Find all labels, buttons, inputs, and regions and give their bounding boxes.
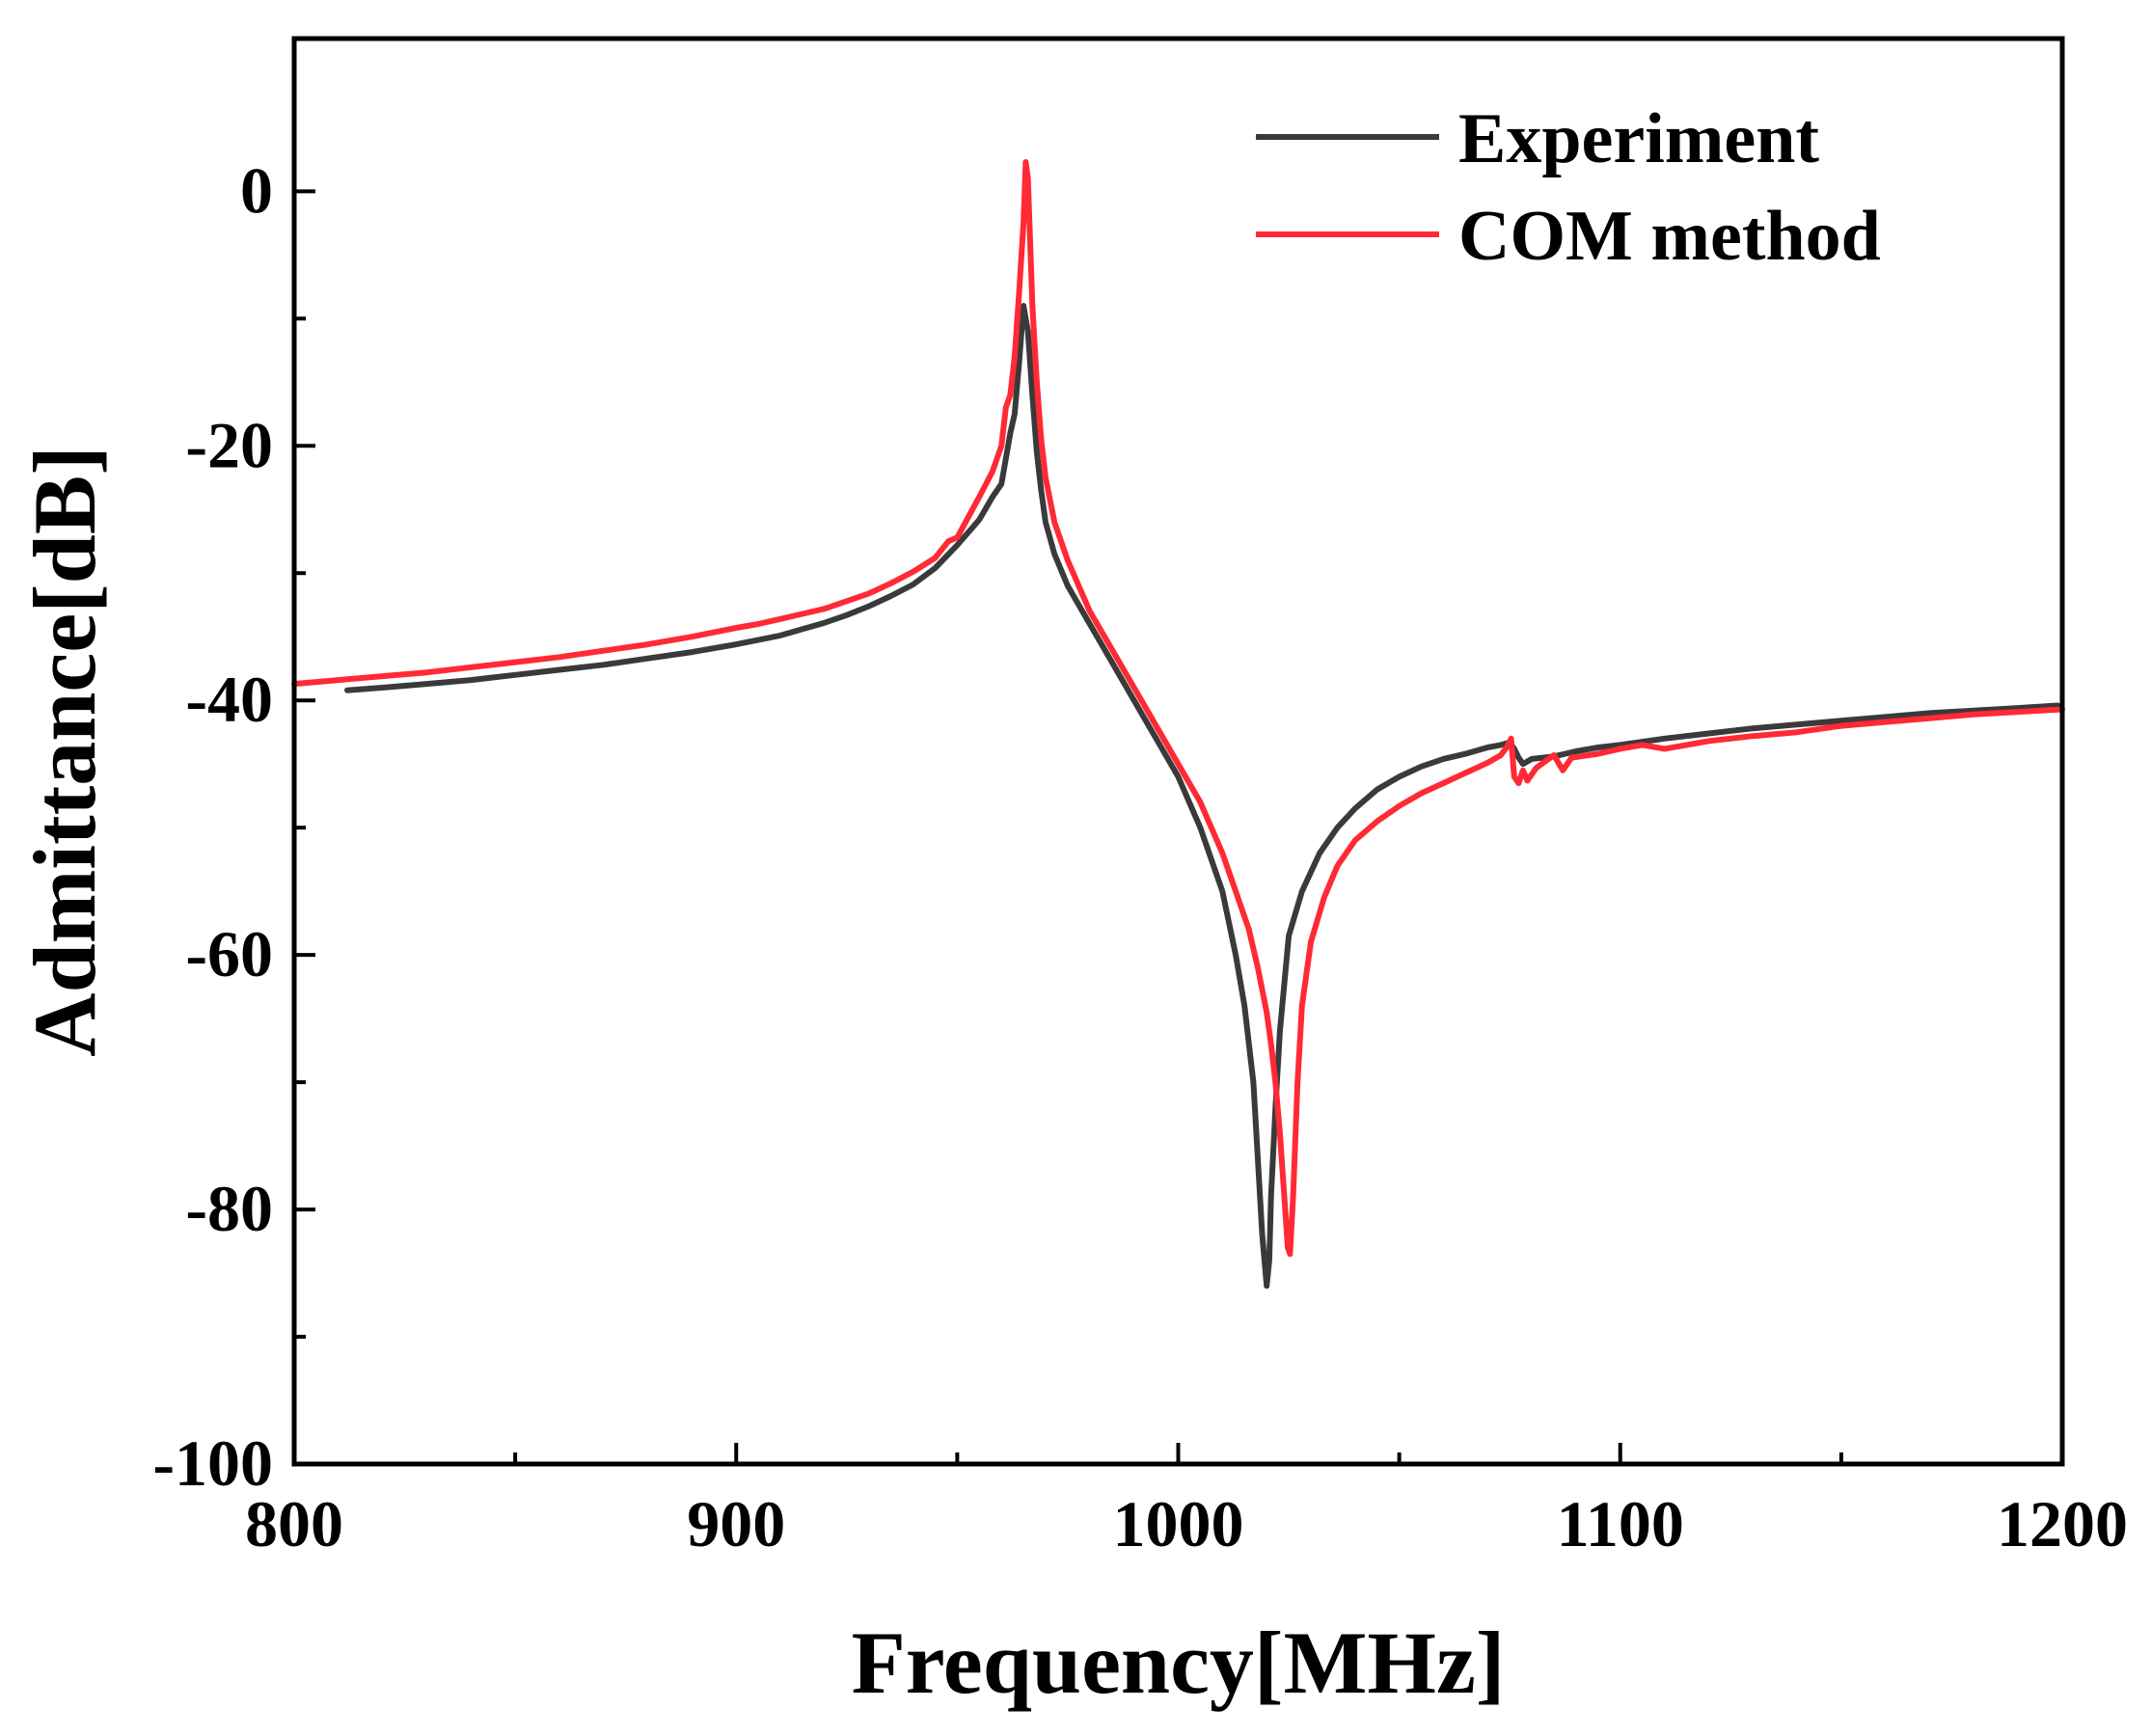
legend-label-com-method: COM method	[1458, 197, 1881, 276]
y-tick-label: -40	[185, 663, 273, 736]
com-method-curve	[291, 159, 2065, 1258]
plot-curves	[291, 159, 2065, 1289]
x-tick-label: 1200	[1997, 1487, 2128, 1560]
y-axis-title: Admittance[dB]	[15, 446, 114, 1057]
x-tick-label: 1100	[1557, 1487, 1684, 1560]
x-axis-title: Frequency[MHz]	[852, 1614, 1506, 1712]
x-axis-ticks: 800 900 1000 1100 1200	[245, 1443, 2128, 1560]
y-tick-label: 0	[240, 153, 273, 227]
legend-label-experiment: Experiment	[1458, 99, 1819, 178]
y-tick-label: -20	[185, 408, 273, 481]
x-tick-label: 1000	[1113, 1487, 1244, 1560]
y-tick-label: -80	[185, 1172, 273, 1245]
y-axis-ticks: 0 -20 -40 -60 -80 -100	[152, 153, 315, 1500]
x-tick-label: 900	[687, 1487, 785, 1560]
legend: Experiment COM method	[1256, 99, 1881, 276]
x-tick-label: 800	[245, 1487, 343, 1560]
y-tick-label: -100	[152, 1426, 273, 1500]
y-tick-label: -60	[185, 917, 273, 990]
experiment-curve	[344, 303, 2061, 1289]
